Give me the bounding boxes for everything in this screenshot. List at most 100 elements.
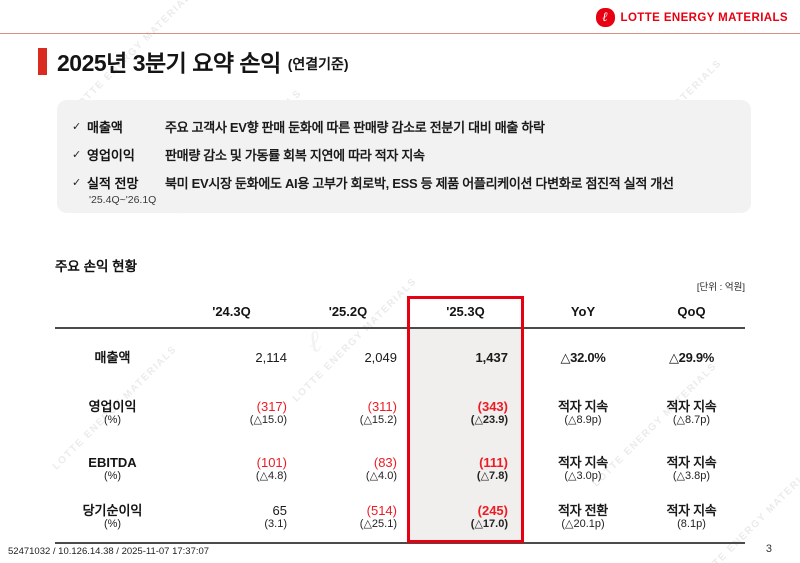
- cell-subvalue: (△23.9): [470, 414, 508, 426]
- cell-subvalue: (△3.8p): [672, 470, 711, 482]
- cell-value: 적자 지속: [666, 455, 717, 470]
- row-sublabel: (%): [103, 470, 122, 482]
- lotte-l-icon: ℓ: [595, 8, 615, 27]
- column-header: '24.3Q: [212, 303, 251, 319]
- row-label: 당기순이익: [82, 503, 143, 518]
- cell-value: 적자 지속: [666, 503, 717, 518]
- highlight-column-fill: [409, 329, 522, 542]
- cell-value: (343): [477, 399, 508, 414]
- cell-yoy: 적자 전환 (△20.1p): [528, 503, 638, 531]
- cell-value: (514): [366, 503, 397, 518]
- column-header: '25.2Q: [328, 303, 368, 319]
- table-bottom-rule: [55, 542, 745, 544]
- cell-qoq: 적자 지속 (△8.7p): [638, 399, 745, 427]
- cell-subvalue: (△15.0): [249, 414, 287, 426]
- cell: 65 (3.1): [170, 503, 293, 531]
- cell-yoy: △32.0%: [528, 350, 638, 365]
- footer-info: 52471032 / 10.126.14.38 / 2025-11-07 17:…: [8, 546, 210, 557]
- table-row-ebitda: EBITDA (%) (101) (△4.8) (83) (△4.0) (111)(…: [55, 455, 745, 483]
- summary-box: ✓ 매출액 주요 고객사 EV향 판매 둔화에 따른 판매량 감소로 전분기 대…: [57, 100, 751, 213]
- cell-value: 1,437: [475, 350, 508, 365]
- section-title: 주요 손익 현황: [55, 259, 138, 274]
- cell-subvalue: (△4.8): [255, 470, 287, 482]
- cell-value: (101): [256, 455, 287, 470]
- column-header-highlighted: '25.3Q: [446, 303, 485, 319]
- check-icon: ✓: [72, 177, 82, 189]
- cell-value: (317): [256, 399, 287, 414]
- cell-qoq: △29.9%: [638, 350, 745, 365]
- summary-label: 매출액: [87, 120, 123, 135]
- title-accent-bar: [38, 47, 47, 75]
- cell-subvalue: (3.1): [264, 518, 287, 530]
- cell-value: △32.0%: [560, 350, 606, 365]
- summary-label: 실적 전망: [87, 176, 139, 191]
- cell: 2,049: [293, 350, 403, 365]
- lotte-l-glyph: ℓ: [602, 10, 608, 25]
- cell: (311) (△15.2): [293, 399, 403, 427]
- logo: ℓ LOTTE ENERGY MATERIALS: [595, 8, 788, 27]
- watermark-text: LOTTE ENERGY MATERIALS: [290, 275, 420, 405]
- summary-row-outlook: ✓ 실적 전망 북미 EV시장 둔화에도 AI용 고부가 회로박, ESS 등 …: [72, 175, 737, 192]
- table-row-net-income: 당기순이익 (%) 65 (3.1) (514) (△25.1) (245) (△17…: [55, 503, 745, 531]
- cell-subvalue: (△4.0): [365, 470, 397, 482]
- cell-value: (311): [367, 399, 397, 414]
- cell-value: (111): [479, 455, 508, 470]
- row-label-cell: 매출액: [55, 350, 170, 365]
- page-title: 2025년 3분기 요약 손익 (연결기준): [38, 44, 349, 78]
- cell: (101) (△4.8): [170, 455, 293, 483]
- cell-qoq: 적자 지속 (8.1p): [638, 503, 745, 531]
- cell: 2,114: [170, 350, 293, 365]
- row-label-cell: EBITDA (%): [55, 455, 170, 483]
- cell-subvalue: (△8.9p): [564, 414, 602, 426]
- row-sublabel: (%): [103, 414, 122, 426]
- cell-subvalue: (△7.8): [476, 470, 508, 482]
- check-icon: ✓: [72, 149, 82, 161]
- title-suffix: (연결기준): [287, 56, 349, 72]
- title-text: 2025년 3분기 요약 손익: [57, 50, 281, 76]
- cell-subvalue: (△17.0): [470, 518, 508, 530]
- cell-subvalue: (△3.0p): [564, 470, 602, 482]
- row-label: 영업이익: [88, 399, 137, 414]
- cell-value: 65: [272, 503, 287, 518]
- cell-value: 적자 지속: [558, 399, 608, 414]
- table-header-rule: [55, 327, 745, 329]
- cell-subvalue: (△25.1): [359, 518, 397, 530]
- cell-highlighted: (111) (△7.8): [403, 455, 528, 483]
- table-header-row: '24.3Q '25.2Q '25.3Q YoY QoQ: [55, 296, 745, 326]
- summary-desc: 주요 고객사 EV향 판매 둔화에 따른 판매량 감소로 전분기 대비 매출 하…: [165, 120, 545, 135]
- logo-text: LOTTE ENERGY MATERIALS: [620, 11, 788, 24]
- row-label-cell: 당기순이익 (%): [55, 503, 170, 531]
- cell-qoq: 적자 지속 (△3.8p): [638, 455, 745, 483]
- column-header: QoQ: [677, 303, 706, 319]
- row-label-cell: 영업이익 (%): [55, 399, 170, 427]
- cell-value: 2,049: [364, 350, 397, 365]
- cell: (317) (△15.0): [170, 399, 293, 427]
- row-sublabel: (%): [103, 518, 122, 530]
- summary-note: '25.4Q~'26.1Q: [89, 194, 157, 206]
- cell-value: 적자 전환: [558, 503, 608, 518]
- summary-row-revenue: ✓ 매출액 주요 고객사 EV향 판매 둔화에 따른 판매량 감소로 전분기 대…: [72, 119, 737, 136]
- cell-highlighted: 1,437: [403, 350, 528, 365]
- cell-yoy: 적자 지속 (△3.0p): [528, 455, 638, 483]
- cell-subvalue: (△20.1p): [561, 518, 605, 530]
- cell-subvalue: (△15.2): [359, 414, 397, 426]
- unit-label: [단위 : 억원]: [696, 282, 745, 293]
- cell-yoy: 적자 지속 (△8.9p): [528, 399, 638, 427]
- summary-desc: 판매량 감소 및 가동률 회복 지연에 따라 적자 지속: [165, 148, 425, 163]
- cell: (83) (△4.0): [293, 455, 403, 483]
- cell: (514) (△25.1): [293, 503, 403, 531]
- cell-value: 2,114: [255, 350, 287, 365]
- table-row-operating-profit: 영업이익 (%) (317) (△15.0) (311) (△15.2) (343)…: [55, 399, 745, 427]
- check-icon: ✓: [72, 121, 82, 133]
- cell-value: (83): [373, 455, 397, 470]
- page-number: 3: [765, 543, 772, 555]
- cell-value: (245): [477, 503, 508, 518]
- cell-subvalue: (△8.7p): [672, 414, 711, 426]
- cell-value: 적자 지속: [558, 455, 608, 470]
- summary-row-operating-profit: ✓ 영업이익 판매량 감소 및 가동률 회복 지연에 따라 적자 지속: [72, 147, 737, 164]
- cell-highlighted: (343) (△23.9): [403, 399, 528, 427]
- column-header: YoY: [570, 303, 596, 319]
- cell-value: 적자 지속: [666, 399, 717, 414]
- cell-subvalue: (8.1p): [677, 518, 706, 530]
